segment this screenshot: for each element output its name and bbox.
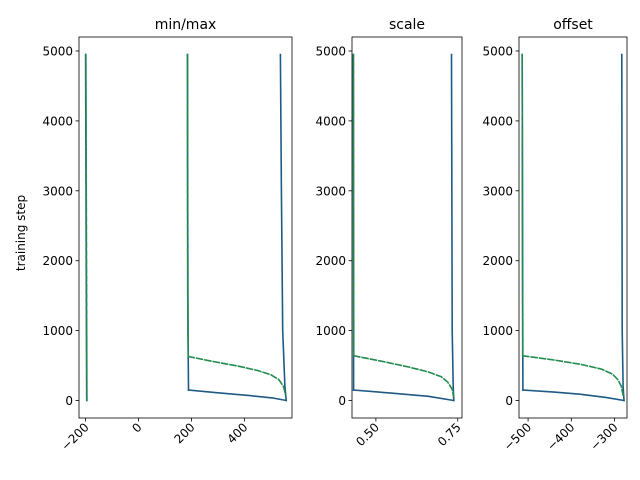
panel-title: min/max [155,17,217,33]
y-tick-label: 5000 [315,44,346,58]
axes-frame [78,36,293,419]
series-line-dashed [521,354,625,396]
y-tick-label: 2000 [42,254,73,268]
y-tick-label: 0 [65,394,73,408]
y-tick-label: 3000 [315,184,346,198]
y-tick-label: 2000 [315,254,346,268]
y-tick-label: 0 [505,394,513,408]
y-tick-label: 3000 [482,184,513,198]
series-line-solid [522,389,625,402]
panel-title: scale [389,17,425,33]
y-tick-label: 4000 [315,114,346,128]
series-line-dashed [85,53,88,402]
y-tick-label: 3000 [42,184,73,198]
series-line-solid [187,389,288,402]
y-tick-label: 1000 [42,324,73,338]
y-tick-label: 5000 [42,44,73,58]
series-line-dashed [186,53,190,358]
panel-title: offset [553,17,593,33]
y-tick-label: 4000 [42,114,73,128]
y-tick-label: 5000 [482,44,513,58]
axes-frame [351,36,463,419]
series-line-dashed [521,53,524,357]
series-line-dashed [187,355,287,396]
axes-frame [518,36,628,419]
y-axis-label: training step [14,195,28,271]
series-line-solid [352,389,455,402]
series-line-dashed [352,354,455,398]
y-tick-label: 1000 [315,324,346,338]
y-tick-label: 4000 [482,114,513,128]
y-tick-label: 0 [338,394,346,408]
y-tick-label: 1000 [482,324,513,338]
y-tick-label: 2000 [482,254,513,268]
